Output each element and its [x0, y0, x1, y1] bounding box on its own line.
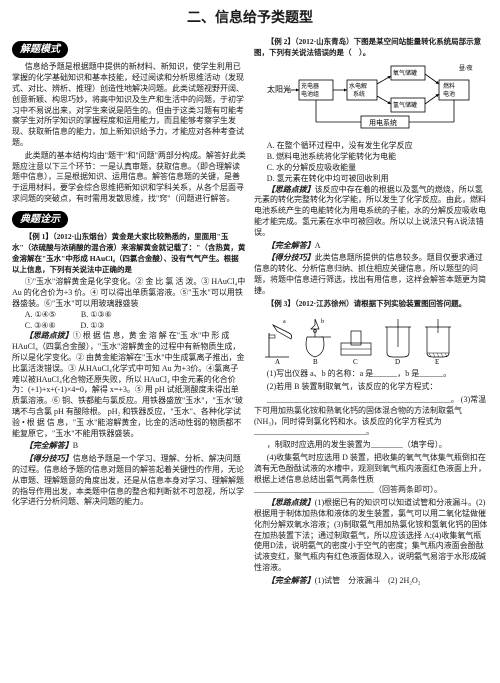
ex2-opt-B: B. 燃料电池系统将化学能转化为电能: [254, 152, 488, 163]
hint3-label: 【思路点拨】: [267, 498, 315, 507]
badge-examples: 典题诠示: [12, 211, 68, 229]
ex2-opt-D: D. 氢元素在转化中均可被回收利用: [254, 174, 488, 185]
night-label: 昼/夜: [459, 64, 473, 72]
q3b: ，制取时应选用的发生装置为________（填字母）。: [254, 440, 488, 451]
right-column: 【例 2】（2012·山东青岛）下图是某空间站能量转化系统局部示意图，下列有关说…: [254, 37, 488, 589]
o2-label: 氧气储罐: [393, 69, 417, 77]
answer2: 【完全解答】A: [254, 241, 488, 252]
load-label: 用电系统: [369, 118, 397, 127]
svg-text:b: b: [321, 319, 324, 325]
answer1: 【完全解答】B: [12, 441, 246, 452]
skill2-label: 【得分技巧】: [267, 253, 315, 262]
answer3-text: (1)试管 分液漏斗 (2) 2H₂O₂: [315, 576, 421, 585]
svg-text:A: A: [275, 358, 280, 365]
intro-para-1: 信息给予题是根据题中提供的新材料、新知识，使学生利用已掌握的化学基础知识和基本技…: [12, 62, 246, 148]
example1-source: 【例 1】（2012·山东烟台）黄金是大家比较熟悉的，里面用"玉水"（浓硫酸与浓…: [12, 232, 246, 275]
svg-text:a: a: [283, 319, 286, 325]
hint3: 【思路点拨】(1)根据已有的知识可以知道试管和分液漏斗。(2)根据用于制体加热体…: [254, 498, 488, 574]
skill2: 【得分技巧】此类信息题所提供的信息较多。题目仅要求通过信息的转化、分析信息归纳、…: [254, 253, 488, 296]
answer3: 【完全解答】(1)试管 分液漏斗 (2) 2H₂O₂: [254, 576, 488, 587]
hint1-label: 【思路点拨】: [25, 331, 73, 340]
example3-label: 【例 3】（2012·江苏徐州）请根据下列实验装置图回答问题。: [267, 299, 466, 308]
example1-label: 【例 1】（2012·山东烟台）黄金是大家比较熟悉的，里面用"玉水"（浓硫酸与浓…: [12, 232, 245, 273]
apparatus-E: E: [425, 319, 451, 365]
q1: (1)写出仪器 a、b 的名称：a 是______，b 是______。: [254, 369, 488, 380]
left-column: 解题模式 信息给予题是根据题中提供的新材料、新知识，使学生利用已掌握的化学基础知…: [12, 37, 246, 589]
answer1-label: 【完全解答】: [25, 441, 73, 450]
hint2-label: 【思路点拨】: [267, 185, 315, 194]
svg-text:电池组: 电池组: [301, 90, 319, 98]
example2-source: 【例 2】（2012·山东青岛）下图是某空间站能量转化系统局部示意图，下列有关说…: [254, 37, 488, 59]
example2-label: 【例 2】（2012·山东青岛）下图是某空间站能量转化系统局部示意图，下列有关说…: [254, 37, 481, 57]
q3: ________________________________________…: [254, 395, 488, 438]
apparatus-C: C: [341, 331, 371, 365]
apparatus-diagram: a A b B C: [259, 313, 484, 365]
svg-text:E: E: [435, 358, 439, 365]
svg-text:D: D: [395, 358, 400, 365]
answer3-label: 【完全解答】: [267, 576, 315, 585]
ex2-opt-C: C. 水的分解反应吸收能量: [254, 163, 488, 174]
charge-label: 充电器: [301, 82, 319, 90]
badge-model: 解题模式: [12, 41, 68, 59]
sun-label: 太阳光: [267, 84, 291, 94]
opt-B: B. ①③⑥: [68, 310, 112, 321]
answer2-text: A: [315, 241, 321, 250]
svg-text:系统: 系统: [353, 90, 365, 98]
example2-options: A. 在整个循环过程中，没有发生化学反应 B. 燃料电池系统将化学能转化为电能 …: [254, 141, 488, 184]
answer1-text: B: [73, 441, 78, 450]
energy-diagram: 太阳光 充电器 电池组 水电解 系统 氧气储罐 氢气储罐 燃料 电池 昼/夜: [261, 62, 481, 137]
example3-source: 【例 3】（2012·江苏徐州）请根据下列实验装置图回答问题。: [254, 299, 488, 310]
page-title: 二、信息给予类题型: [0, 0, 500, 37]
svg-text:C: C: [353, 358, 358, 365]
apparatus-A: a A: [265, 319, 292, 365]
intro-para-2: 此类题的基本结构均由"题干"和"问题"两部分构成。解答好此类题应注意以下三个环节…: [12, 151, 246, 205]
hint1-text: ① 根 据 信 息，黄 金 溶 解 在"玉 水"中 形 成 HAuCl₄（四氯合…: [12, 331, 245, 437]
skill1: 【得分技巧】信息给予题是一个学习、理解、分析、解决问题的过程。信息给予题的信息对…: [12, 454, 246, 508]
hint2: 【思路点拨】该反应中存在着的根据以及氢气的燃烧，所以氢元素的转化完整转化为化学能…: [254, 185, 488, 239]
svg-text:电池: 电池: [443, 90, 455, 98]
elec-label: 水电解: [349, 82, 367, 90]
opt-C: C. ③④⑥: [12, 321, 56, 332]
example1-options-stem: ①"玉水"溶解黄金是化学变化。② 金 比 氯 活 泼。③ HAuCl₄中 Au …: [12, 277, 246, 309]
ex2-opt-A: A. 在整个循环过程中，没有发生化学反应: [254, 141, 488, 152]
hint1: 【思路点拨】① 根 据 信 息，黄 金 溶 解 在"玉 水"中 形 成 HAuC…: [12, 331, 246, 439]
fuel-label: 燃料: [443, 82, 455, 90]
opt-stem: ①"玉水"溶解黄金是化学变化。② 金 比 氯 活 泼。③ HAuCl₄中 Au …: [12, 277, 246, 309]
q2: (2)若用 B 装置制取氧气，该反应的化学方程式：: [254, 382, 488, 393]
h2-label: 氢气储罐: [393, 101, 417, 109]
svg-text:B: B: [313, 358, 318, 365]
hint3-text: (1)根据已有的知识可以知道试管和分液漏斗。(2)根据用于制体加热体和液体的发生…: [254, 498, 487, 572]
apparatus-B: b B: [306, 319, 331, 365]
answer2-label: 【完全解答】: [267, 241, 315, 250]
opt-A: A. ①④⑤: [12, 310, 56, 321]
q4: (4)收集氨气时应选用 D 装置，把收集的氧气气体集气瓶倒扣在滴有无色酚酞试液的…: [254, 453, 488, 496]
skill1-label: 【得分技巧】: [25, 454, 73, 463]
example1-options: A. ①④⑤ B. ①③⑥ C. ③④⑥ D. ①③: [12, 310, 246, 332]
apparatus-D: D: [385, 319, 411, 365]
two-column-layout: 解题模式 信息给予题是根据题中提供的新材料、新知识，使学生利用已掌握的化学基础知…: [0, 37, 500, 589]
opt-D: D. ①③: [68, 321, 105, 332]
